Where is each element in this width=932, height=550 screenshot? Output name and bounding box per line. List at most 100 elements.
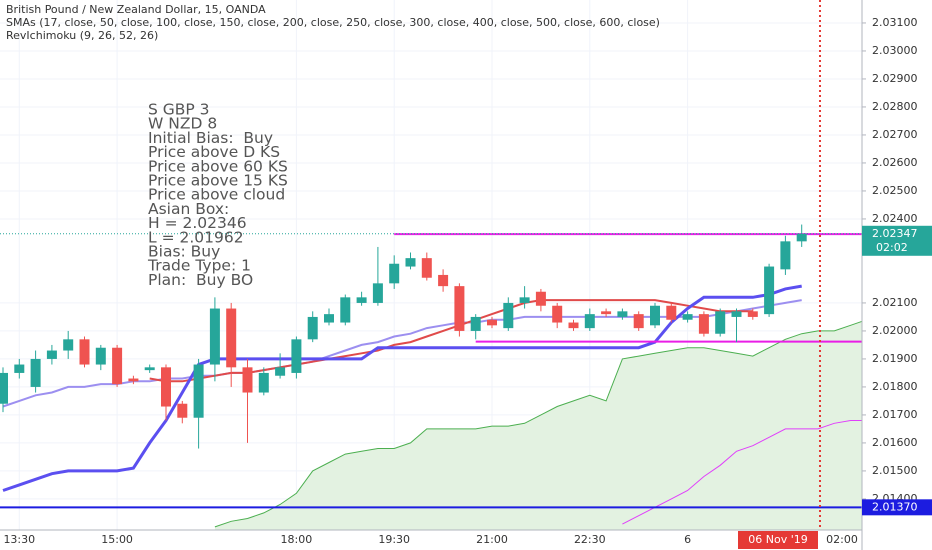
crosshair-date: 06 Nov '19	[748, 533, 807, 546]
candle-body	[324, 314, 334, 323]
candle-body	[698, 314, 709, 334]
candle-body	[650, 305, 660, 326]
y-tick-label: 2.02400	[872, 212, 918, 225]
note-line: Price above 60 KS	[148, 157, 288, 175]
candle-body	[372, 283, 383, 303]
candle-body	[617, 311, 628, 317]
y-tick-label: 2.01900	[872, 352, 918, 365]
note-line: H = 2.02346	[148, 214, 247, 232]
x-tick-label: 22:30	[574, 533, 606, 546]
candle-body	[552, 305, 563, 323]
y-tick-label: 2.02800	[872, 100, 918, 113]
chart-title: British Pound / New Zealand Dollar, 15, …	[6, 3, 266, 16]
candle-body	[601, 311, 612, 315]
candle-body	[242, 367, 253, 393]
note-line: Initial Bias: Buy	[148, 129, 273, 147]
note-line: Price above 15 KS	[148, 172, 288, 190]
last-price-label: 2.02347	[872, 227, 918, 240]
note-line: Bias: Buy	[148, 243, 220, 261]
candle-body	[144, 367, 155, 371]
note-line: Asian Box:	[148, 200, 229, 218]
cloud-area	[214, 321, 862, 530]
last-price-box	[862, 225, 932, 256]
candle-body	[258, 372, 269, 393]
x-tick-label: 18:00	[281, 533, 313, 546]
candle-body	[340, 297, 351, 323]
note-line: S GBP 3	[148, 101, 210, 119]
candle-body	[46, 350, 57, 359]
candle-body	[405, 258, 416, 267]
candle-body	[79, 339, 90, 365]
candle-body	[63, 339, 74, 351]
candle-body	[796, 233, 807, 242]
candle-body	[128, 378, 139, 382]
candle-body	[568, 322, 579, 329]
candle-body	[421, 258, 432, 278]
countdown: 02:02	[876, 241, 908, 254]
candle-body	[209, 308, 220, 365]
candle-body	[715, 311, 726, 334]
x-tick-label: 6	[684, 533, 691, 546]
note-line: Price above cloud	[148, 186, 285, 204]
crosshair-date-box	[738, 531, 818, 549]
ichimoku-legend: RevIchimoku (9, 26, 52, 26)	[6, 29, 158, 42]
candle-body	[95, 347, 106, 365]
y-tick-label: 2.02100	[872, 296, 918, 309]
y-tick-label: 2.01700	[872, 408, 918, 421]
y-tick-label: 2.02600	[872, 156, 918, 169]
candle-body	[731, 311, 742, 317]
candle-body	[764, 266, 775, 315]
candle-body	[682, 314, 693, 320]
candle-body	[307, 316, 318, 340]
candle-body	[438, 274, 449, 287]
level-label-box	[862, 499, 932, 516]
candle-body	[487, 319, 497, 326]
candle-body	[0, 372, 8, 404]
y-tick-label: 2.02700	[872, 128, 918, 141]
candle-body	[519, 297, 530, 303]
x-tick-label: 19:30	[378, 533, 410, 546]
candle-body	[161, 367, 171, 407]
candle-body	[633, 314, 644, 329]
note-line: Price above D KS	[148, 143, 280, 161]
y-tick-label: 2.03000	[872, 44, 918, 57]
candle-body	[356, 297, 367, 303]
candle-body	[193, 364, 204, 418]
y-tick-label: 2.01600	[872, 436, 918, 449]
y-tick-label: 2.01800	[872, 380, 918, 393]
y-tick-label: 2.02900	[872, 72, 918, 85]
candle-body	[747, 311, 758, 317]
note-line: Trade Type: 1	[147, 257, 251, 275]
y-tick-label: 2.03100	[872, 16, 918, 29]
candle-body	[291, 339, 302, 373]
candle-body	[177, 403, 188, 418]
y-tick-label: 2.02500	[872, 184, 918, 197]
candle-body	[584, 314, 595, 329]
cloud-line	[214, 320, 862, 528]
candle-body	[389, 263, 400, 284]
axes: 2.03100 2.03000 2.02900 2.02800 2.02700 2.026…	[3, 16, 932, 546]
candle-body	[535, 291, 546, 306]
x-tick-label: 21:00	[476, 533, 508, 546]
candle-body	[666, 305, 677, 320]
note-line: W NZD 8	[148, 115, 217, 133]
y-tick-label: 2.01500	[872, 464, 918, 477]
candle-body	[503, 302, 514, 329]
indicator-line	[622, 420, 862, 525]
indicator-line	[2, 284, 802, 492]
note-line: Plan: Buy BO	[148, 271, 253, 289]
candle-body	[470, 316, 481, 331]
candle-body	[780, 241, 791, 270]
note-line: L = 2.01962	[148, 228, 244, 246]
candle-body	[226, 308, 237, 368]
crosshair-time: 02:00	[826, 533, 858, 546]
candle-body	[14, 364, 25, 373]
x-tick-label: 13:30	[3, 533, 35, 546]
candle-body	[275, 367, 286, 376]
sma-legend: SMAs (17, close, 50, close, 100, close, …	[6, 16, 660, 29]
candle-body	[454, 286, 465, 331]
candle-body	[112, 347, 123, 385]
candle-body	[30, 358, 41, 387]
